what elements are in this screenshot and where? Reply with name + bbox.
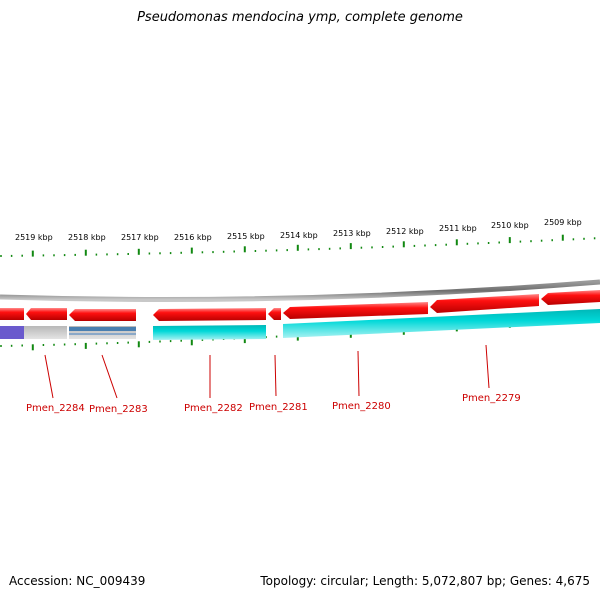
feature-block: [0, 326, 24, 339]
ruler-label-2517: 2517 kbp: [121, 233, 159, 242]
gene-label-pmen-2283: Pmen_2283: [89, 404, 148, 415]
genome-summary-text: Topology: circular; Length: 5,072,807 bp…: [260, 574, 590, 588]
map-title: Pseudomonas mendocina ymp, complete geno…: [137, 10, 463, 25]
forward-strand-genes: [0, 290, 600, 321]
feature-stripe: [69, 327, 136, 331]
secondary-features: [0, 309, 600, 340]
accession-text: Accession: NC_009439: [9, 574, 146, 588]
ruler-label-2515: 2515 kbp: [227, 232, 265, 241]
gene-arrow: [268, 308, 281, 320]
gene-arrow: [0, 308, 24, 320]
feature-cyan: [283, 309, 600, 338]
gene-arrow: [69, 309, 136, 321]
gene-label-pmen-2282: Pmen_2282: [184, 403, 243, 414]
gene-arrow: [283, 302, 428, 319]
ruler-label-2516: 2516 kbp: [174, 233, 212, 242]
gene-labels: Pmen_2284 Pmen_2283 Pmen_2282 Pmen_2281 …: [26, 393, 521, 415]
ruler-label-2519: 2519 kbp: [15, 233, 53, 242]
ruler-label-2514: 2514 kbp: [280, 231, 318, 240]
gene-label-pmen-2279: Pmen_2279: [462, 393, 521, 404]
gene-arrow: [541, 290, 600, 305]
ruler-label-2513: 2513 kbp: [333, 229, 371, 238]
ruler-label-2511: 2511 kbp: [439, 224, 477, 233]
feature-stripe: [69, 333, 136, 335]
ruler-label-2509: 2509 kbp: [544, 218, 582, 227]
ruler-label-2518: 2518 kbp: [68, 233, 106, 242]
gene-label-pmen-2280: Pmen_2280: [332, 401, 391, 412]
feature-block: [24, 326, 67, 339]
gene-leader-lines: [44, 344, 490, 399]
gene-label-pmen-2284: Pmen_2284: [26, 403, 85, 414]
genome-backbone: [0, 279, 600, 302]
gene-arrow: [26, 308, 67, 320]
ruler-label-2512: 2512 kbp: [386, 227, 424, 236]
gene-label-pmen-2281: Pmen_2281: [249, 402, 308, 413]
feature-cyan: [153, 325, 266, 340]
ruler-labels: 2519 kbp 2518 kbp 2517 kbp 2516 kbp 2515…: [15, 218, 582, 242]
gene-arrow: [153, 308, 266, 321]
gene-arrow: [430, 294, 539, 313]
ruler-label-2510: 2510 kbp: [491, 221, 529, 230]
